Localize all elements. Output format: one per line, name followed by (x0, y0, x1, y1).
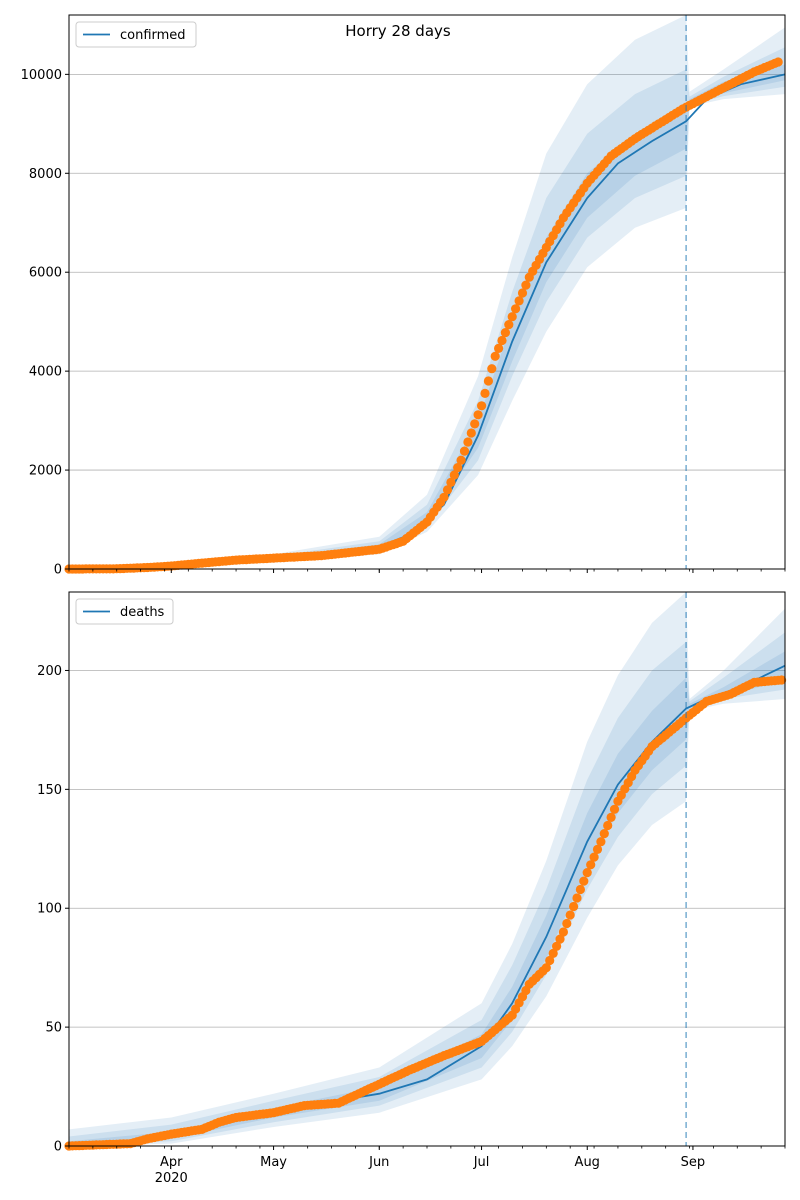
y-tick-label: 0 (54, 563, 62, 578)
y-tick-label: 6000 (29, 266, 62, 281)
x-tick-label: Jul (473, 1155, 490, 1170)
y-tick-label: 100 (37, 902, 62, 917)
x-tick-sublabel: 2020 (155, 1171, 188, 1186)
y-tick-label: 50 (45, 1021, 62, 1036)
observed-point (562, 918, 572, 929)
x-tick-label: Sep (681, 1155, 706, 1170)
y-tick-label: 4000 (29, 365, 62, 380)
y-tick-label: 0 (54, 1140, 62, 1155)
observed-point (494, 343, 504, 353)
observed-point (470, 419, 480, 429)
observed-point (555, 934, 565, 944)
legend-box (75, 21, 197, 48)
observed-point (592, 844, 603, 855)
y-tick-label: 2000 (29, 464, 62, 479)
observed-point (545, 955, 555, 966)
observed-point (507, 312, 517, 322)
uncertainty-band (69, 64, 785, 569)
y-tick-label: 150 (37, 783, 62, 798)
y-tick-label: 8000 (29, 167, 62, 182)
observed-point (606, 812, 616, 823)
observed-point (552, 941, 562, 951)
x-tick-label: Apr (160, 1155, 183, 1170)
observed-point (603, 820, 613, 831)
observed-point (453, 463, 463, 473)
observed-point (773, 57, 783, 67)
observed-point (589, 852, 599, 862)
observed-point (777, 675, 787, 685)
observed-point (582, 868, 592, 878)
observed-point (514, 296, 524, 306)
observed-point (586, 860, 596, 870)
observed-point (569, 901, 579, 912)
observed-point (521, 280, 531, 290)
observed-point (575, 884, 586, 895)
observed-point (446, 477, 456, 487)
observed-point (504, 320, 514, 330)
observed-point (463, 437, 473, 447)
observed-point (609, 804, 620, 814)
y-tick-label: 10000 (21, 68, 62, 83)
legend-label: deaths (120, 605, 165, 620)
x-tick-label: May (260, 1155, 287, 1170)
observed-point (477, 401, 487, 411)
legend-box (75, 598, 174, 625)
x-tick-label: Jun (368, 1155, 389, 1170)
observed-point (442, 485, 453, 495)
observed-point (466, 428, 476, 438)
observed-point (558, 927, 569, 937)
uncertainty-band (69, 592, 785, 1146)
uncertainty-band (69, 15, 785, 569)
observed-point (599, 829, 609, 839)
observed-point (439, 492, 449, 502)
confirmed-panel: 0 2000 4000 6000 8000 10000 confirmed (21, 14, 786, 578)
observed-point (541, 963, 551, 973)
observed-point (480, 388, 490, 398)
observed-point (517, 288, 528, 298)
observed-point (548, 948, 558, 959)
observed-point (565, 910, 575, 920)
observed-point (572, 893, 582, 903)
observed-point (459, 446, 470, 456)
observed-point (500, 328, 510, 338)
observed-point (579, 876, 589, 886)
observed-point (596, 837, 606, 847)
observed-point (490, 351, 500, 361)
legend-label: confirmed (120, 28, 186, 43)
observed-point (487, 364, 497, 374)
uncertainty-band (69, 632, 785, 1146)
observed-point (497, 335, 507, 346)
observed-point (449, 470, 459, 480)
observed-point (483, 376, 493, 386)
observed-point (456, 455, 466, 465)
observed-point (473, 410, 483, 420)
y-tick-label: 200 (37, 664, 62, 679)
chart-title: Horry 28 days (345, 22, 451, 40)
observed-point (510, 304, 521, 314)
x-tick-label: Aug (575, 1155, 600, 1170)
